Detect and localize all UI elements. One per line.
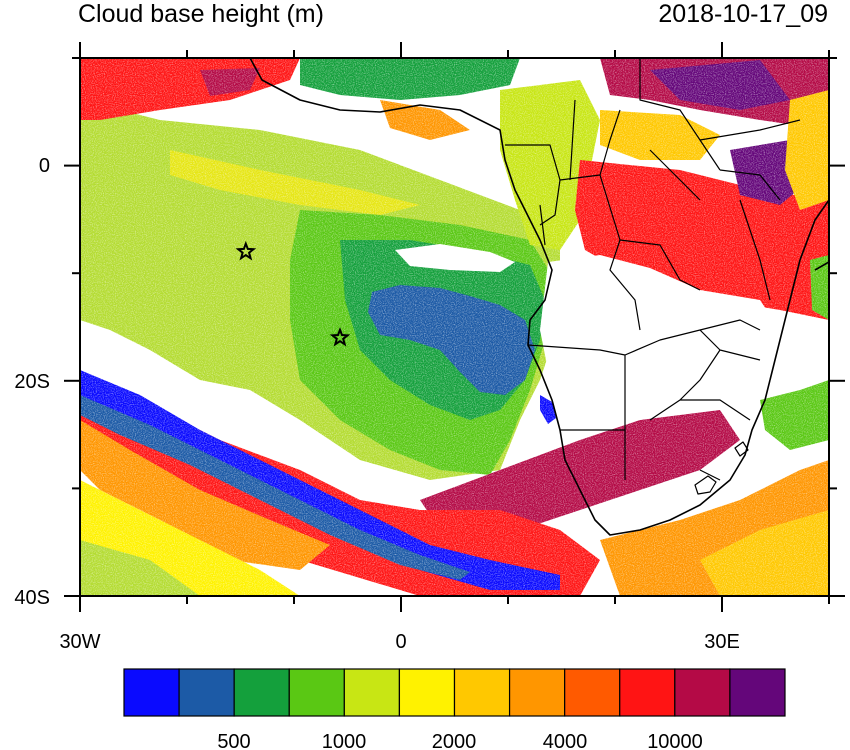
axis-ticks: [64, 42, 845, 612]
lat-label-20s: 20S: [14, 371, 50, 393]
lon-label-0: 0: [395, 631, 406, 653]
map-timestamp: 2018-10-17_09: [658, 0, 828, 28]
lat-label-0: 0: [39, 155, 50, 177]
colorbar-label-10000: 10000: [647, 731, 703, 750]
markers: [235, 240, 351, 347]
colorbar-label-500: 500: [217, 731, 250, 750]
colorbar-swatch: [178, 668, 235, 717]
map-frame: [79, 57, 830, 597]
map-title: Cloud base height (m): [78, 0, 324, 28]
lat-label-40s: 40S: [14, 587, 50, 609]
colorbar-swatch: [343, 668, 401, 717]
clear-sky-southern-africa: [540, 255, 780, 430]
colorbar-swatch: [123, 668, 180, 717]
colorbar-swatch: [564, 668, 621, 717]
colorbar-swatch: [674, 668, 731, 717]
star-marker-north: [235, 240, 257, 261]
country-borders: [505, 58, 801, 481]
colorbar-swatch: [233, 668, 290, 717]
star-marker-south: [329, 327, 351, 347]
colorbar-label-1000: 1000: [322, 731, 367, 750]
colorbar-label-4000: 4000: [543, 731, 588, 750]
eswatini-border: [734, 441, 749, 457]
madagascar-coast: [814, 261, 829, 271]
colorbar: [123, 668, 786, 717]
colorbar-swatch: [508, 668, 566, 717]
colorbar-label-2000: 2000: [432, 731, 477, 750]
lesotho-border: [694, 475, 717, 495]
colorbar-labels: 500 1000 2000 4000 10000: [217, 731, 703, 750]
colorbar-swatch: [398, 668, 456, 717]
africa-east-coast: [769, 199, 829, 381]
colorbar-swatch: [729, 668, 786, 717]
lon-label-30w: 30W: [59, 631, 100, 653]
colorbar-swatch: [619, 668, 676, 717]
lon-label-30e: 30E: [704, 631, 740, 653]
colorbar-swatch: [453, 668, 511, 717]
coastlines: [249, 58, 829, 536]
map-area: [80, 58, 829, 596]
colorbar-swatch: [288, 668, 345, 717]
